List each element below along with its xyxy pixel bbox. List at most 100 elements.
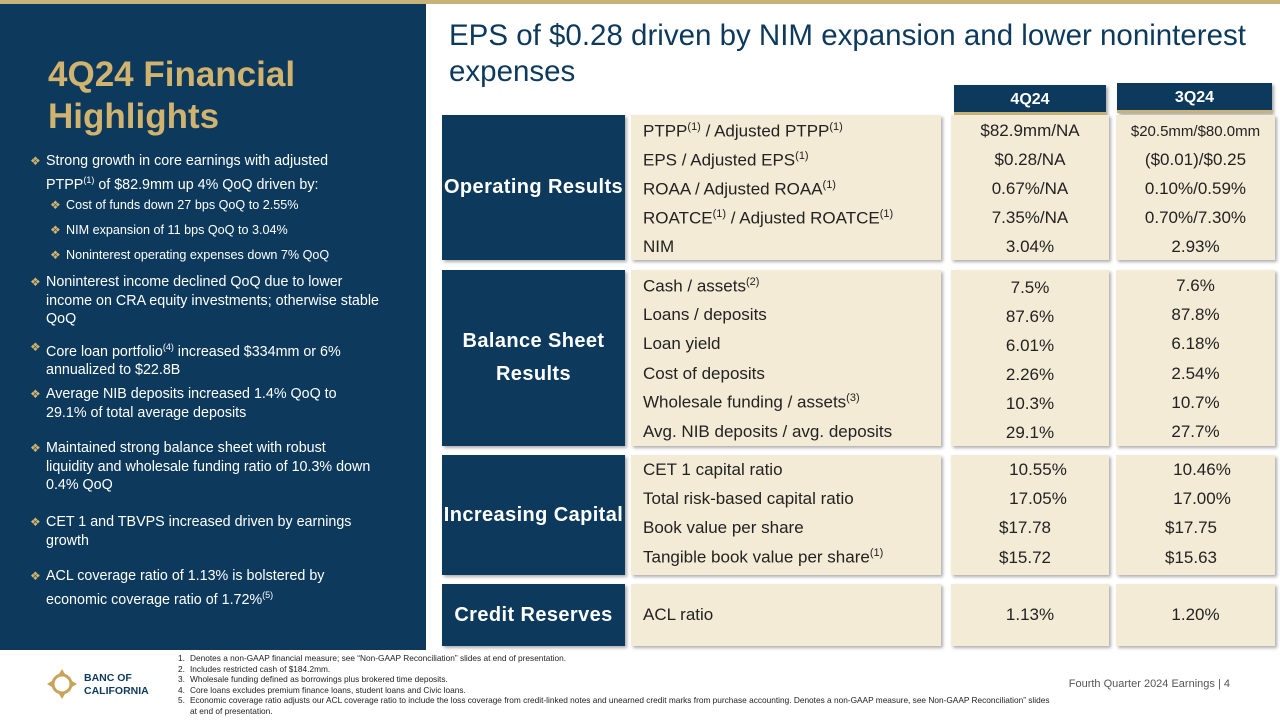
logo-mark-icon [47, 669, 77, 699]
panel-title: 4Q24 Financial Highlights [48, 55, 296, 136]
value-4q24-total-risk-capital: 17.05% [1009, 489, 1067, 508]
value-4q24-roaa: 0.67%/NA [991, 179, 1069, 198]
value-4q24-cost-of-deposits: 2.26% [1005, 365, 1055, 384]
diamond-bullet-icon: ❖ [50, 223, 61, 237]
metric-label-total-risk-capital: Total risk-based capital ratio [643, 489, 854, 508]
metric-label-tangible-book-value: Tangible book value per share(1) [643, 547, 883, 568]
footnote-text: Economic coverage ratio adjusts our ACL … [190, 695, 1050, 716]
metric-label-wholesale-funding: Wholesale funding / assets(3) [643, 392, 860, 413]
values-box-credit-4q24 [951, 584, 1109, 646]
superscript: (1) [879, 208, 894, 220]
value-3q24-book-value: $17.75 [1165, 518, 1217, 537]
value-3q24-total-risk-capital: 17.00% [1173, 489, 1231, 508]
diamond-bullet-icon: ❖ [30, 441, 41, 455]
value-3q24-cost-of-deposits: 2.54% [1171, 364, 1220, 383]
superscript: (3) [846, 392, 860, 404]
diamond-bullet-icon: ❖ [30, 154, 41, 168]
value-3q24-loans-deposits: 87.8% [1171, 305, 1220, 324]
logo-text-line: BANC OF [84, 672, 132, 684]
value-3q24-roatce: 0.70%/7.30% [1144, 208, 1247, 227]
metric-label-nib-deposits: Avg. NIB deposits / avg. deposits [643, 422, 893, 441]
metric-label-cost-of-deposits: Cost of deposits [643, 364, 765, 383]
values-box-balance-3q24 [1116, 270, 1275, 446]
metric-label-loans-deposits: Loans / deposits [643, 305, 767, 324]
page-number: 4 [1223, 678, 1230, 690]
footer-right: Fourth Quarter 2024 Earnings | 4 [1069, 678, 1230, 690]
value-3q24-nim: 2.93% [1171, 237, 1220, 256]
value-4q24-eps: $0.28/NA [994, 150, 1066, 169]
bullet-text: ACL coverage ratio of 1.13% is bolstered… [46, 568, 325, 608]
value-4q24-tangible-book-value: $15.72 [999, 548, 1051, 567]
value-3q24-loan-yield: 6.18% [1171, 334, 1220, 353]
bullet-nib-deposits: ❖ Average NIB deposits increased 1.4% QoQ… [30, 385, 380, 422]
footnote-3: 3. Wholesale funding defined as borrowing… [178, 674, 448, 685]
footnote-4: 4. Core loans excludes premium finance lo… [178, 684, 466, 695]
metric-label-book-value: Book value per share [643, 518, 804, 537]
diamond-bullet-icon: ❖ [30, 387, 41, 401]
superscript: (1) [822, 179, 836, 191]
bullet-text: increased $334mm or 6% annualized to $22… [46, 343, 341, 379]
value-4q24-loan-yield: 6.01% [1005, 336, 1055, 355]
metrics-box-capital [631, 455, 941, 575]
bullet-text: Average NIB deposits increased 1.4% QoQ … [46, 386, 337, 421]
section-label-text: Balance Sheet Results [462, 330, 605, 385]
sub-bullet-cost-of-funds: ❖ Cost of funds down 27 bps QoQ to 2.55% [50, 196, 390, 215]
superscript: (2) [746, 276, 760, 288]
superscript: (5) [262, 589, 274, 600]
footnote-text: Includes restricted cash of $184.2mm. [190, 663, 331, 674]
bullet-text: of $82.9mm up 4% QoQ driven by: [94, 176, 319, 193]
metrics-box-operating [631, 115, 941, 260]
bullet-noninterest-income: ❖ Noninterest income declined QoQ due to … [30, 273, 380, 329]
value-3q24-roaa: 0.10%/0.59% [1144, 179, 1247, 198]
footnote-1: 1. Denotes a non-GAAP financial measure; … [178, 653, 567, 663]
metrics-box-credit [631, 584, 941, 646]
label-text: Cash / assets [643, 276, 746, 296]
superscript: (1) [869, 547, 884, 559]
bullet-balance-sheet: ❖ Maintained strong balance sheet with ro… [30, 439, 375, 495]
column-header-3q24: 3Q24 [1117, 83, 1272, 113]
diamond-bullet-icon: ❖ [30, 569, 41, 583]
value-3q24-cash-assets: 7.6% [1176, 276, 1215, 295]
label-text: Tangible book value per share [643, 547, 870, 567]
bullet-text: Noninterest operating expenses down 7% Q… [66, 248, 330, 262]
bank-logo: BANC OF CALIFORNIA [46, 668, 176, 700]
metric-label-roatce: ROATCE(1) / Adjusted ROATCE(1) [643, 208, 893, 229]
label-text: EPS / Adjusted EPS [643, 150, 796, 170]
section-label-increasing-capital: Increasing Capital [442, 455, 625, 575]
diamond-bullet-icon: ❖ [30, 275, 41, 289]
value-4q24-book-value: $17.78 [999, 518, 1051, 537]
superscript: (1) [83, 174, 95, 185]
value-3q24-acl-ratio: 1.20% [1171, 605, 1220, 624]
value-4q24-loans-deposits: 87.6% [1005, 307, 1055, 326]
metrics-box-balance [631, 270, 941, 446]
superscript: (1) [795, 150, 809, 162]
value-4q24-ptpp: $82.9mm/NA [980, 121, 1080, 140]
metric-label-loan-yield: Loan yield [643, 334, 721, 353]
label-text: PTPP [643, 121, 688, 141]
section-label-text: Increasing Capital [443, 503, 624, 526]
bullet-text: CET 1 and TBVPS increased driven by earn… [46, 514, 352, 549]
label-text: / Adjusted PTPP [700, 121, 830, 141]
bullet-core-earnings: ❖ Strong growth in core earnings with adj… [30, 152, 370, 194]
metric-label-nim: NIM [643, 237, 675, 256]
superscript: (1) [829, 121, 843, 133]
sub-bullet-expenses: ❖ Noninterest operating expenses down 7% … [50, 246, 390, 265]
bullet-text: Strong growth in core earnings with adju… [46, 153, 329, 193]
footer-report-name: Fourth Quarter 2024 Earnings [1068, 678, 1215, 690]
footnote-text: Denotes a non-GAAP financial measure; se… [190, 653, 567, 663]
values-box-capital-4q24 [951, 455, 1109, 575]
value-3q24-tangible-book-value: $15.63 [1165, 548, 1217, 567]
section-label-text: Credit Reserves [454, 603, 613, 626]
metric-label-cash-assets: Cash / assets(2) [643, 276, 759, 297]
bullet-acl-coverage: ❖ ACL coverage ratio of 1.13% is bolstere… [30, 567, 375, 609]
value-4q24-cet1: 10.55% [1009, 460, 1067, 479]
diamond-bullet-icon: ❖ [50, 248, 61, 262]
bullet-text: Core loan portfolio [46, 343, 163, 360]
diamond-bullet-icon: ❖ [30, 340, 41, 354]
value-4q24-nim: 3.04% [1005, 237, 1055, 256]
value-3q24-ptpp: $20.5mm/$80.0mm [1130, 123, 1261, 140]
value-3q24-wholesale-funding: 10.7% [1171, 393, 1220, 412]
superscript: (4) [162, 342, 174, 352]
logo-text: BANC OF CALIFORNIA [84, 672, 149, 697]
metric-label-ptpp: PTPP(1) / Adjusted PTPP(1) [643, 121, 843, 142]
